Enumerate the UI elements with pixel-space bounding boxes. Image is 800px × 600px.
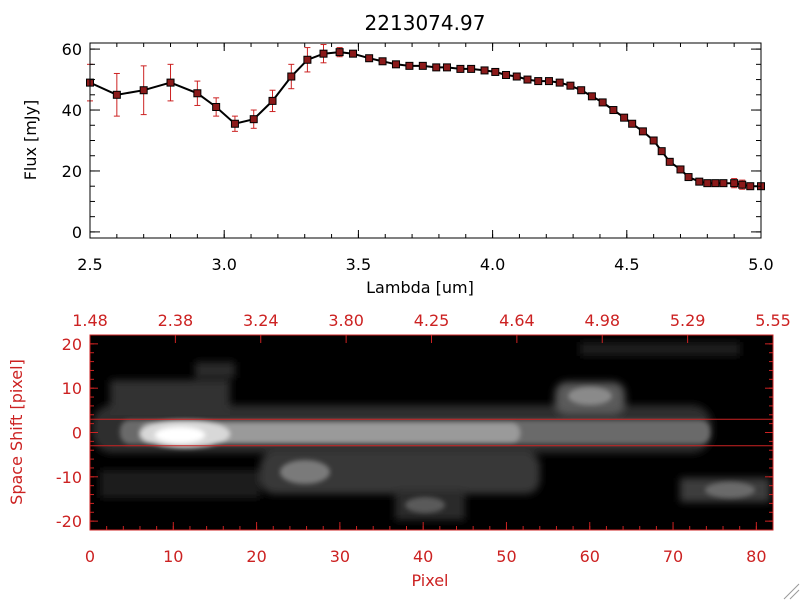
spectrum-ytick-label: 20 bbox=[62, 162, 82, 181]
spectrum-point bbox=[598, 98, 607, 107]
image-top-axis-label: 4.64 bbox=[499, 311, 535, 330]
spectrum-point bbox=[193, 89, 202, 98]
spectrum-point bbox=[139, 86, 148, 95]
spectrum-point bbox=[566, 81, 575, 90]
image-top-axis-label: 5.55 bbox=[755, 311, 791, 330]
spectrum-xtick-label: 2.5 bbox=[77, 255, 102, 274]
spectrum-frame bbox=[89, 42, 762, 239]
image-top-axis-label: 1.48 bbox=[72, 311, 108, 330]
spectrum-xtick-label: 3.5 bbox=[346, 255, 371, 274]
spectrum-point bbox=[703, 179, 712, 188]
spectrum-point bbox=[657, 147, 666, 156]
spectrum-point bbox=[166, 78, 175, 87]
spectrum-point bbox=[555, 78, 564, 87]
spectrum-xlabel: Lambda [um] bbox=[366, 278, 474, 297]
image-xtick-label: 60 bbox=[580, 547, 600, 566]
image-xtick-label: 10 bbox=[163, 547, 183, 566]
image-ytick-label: 20 bbox=[62, 335, 82, 354]
image-ylabel: Space Shift [pixel] bbox=[7, 359, 26, 505]
spectrum-point bbox=[467, 64, 476, 73]
spectrum-ytick-label: 40 bbox=[62, 101, 82, 120]
spectrum-axes: 2.5 3.0 3.5 4.0 4.5 5.0 0 20 40 60 bbox=[62, 40, 774, 274]
spectrum-point bbox=[730, 179, 739, 188]
spectrum-point bbox=[609, 106, 618, 115]
spectrum-xtick-label: 4.0 bbox=[480, 255, 505, 274]
spectrum-point bbox=[405, 61, 414, 70]
spectrum-point bbox=[649, 136, 658, 145]
spectrum-point bbox=[746, 182, 755, 191]
spectrum-title: 2213074.97 bbox=[365, 11, 486, 35]
spectrum-point bbox=[378, 57, 387, 66]
spectrum-point bbox=[577, 86, 586, 95]
spectrum-point bbox=[303, 55, 312, 64]
spectrum-point bbox=[512, 72, 521, 81]
spectrum-point bbox=[502, 70, 511, 79]
spectrum-series bbox=[86, 44, 765, 191]
spectrum-point bbox=[268, 96, 277, 105]
extraction-lines bbox=[90, 418, 773, 447]
image-plot: 0 10 20 30 40 50 60 70 80 -20 -10 0 10 20 1.48 2.38 3.24… bbox=[7, 311, 791, 590]
spectrum-point bbox=[480, 66, 489, 75]
image-ytick-label: -20 bbox=[56, 512, 82, 531]
spectrum-point bbox=[534, 77, 543, 86]
spectrum-point bbox=[391, 60, 400, 69]
spectrum-point bbox=[628, 119, 637, 128]
spectrum-point bbox=[349, 49, 358, 58]
spectrum-point bbox=[491, 67, 500, 76]
spectrum-point bbox=[719, 179, 728, 188]
spectrum-point bbox=[738, 180, 747, 189]
image-xtick-label: 70 bbox=[663, 547, 683, 566]
spectrum-xtick-label: 5.0 bbox=[748, 255, 773, 274]
image-top-axis-label: 4.25 bbox=[414, 311, 450, 330]
spectrum-xtick-label: 4.5 bbox=[614, 255, 639, 274]
image-ytick-label: 0 bbox=[72, 424, 82, 443]
spectrum-point bbox=[319, 49, 328, 58]
resize-grip-icon[interactable] bbox=[783, 583, 800, 600]
spectrum-point bbox=[587, 92, 596, 101]
spectrum-point bbox=[665, 157, 674, 166]
spectrum-point bbox=[432, 63, 441, 72]
spectrum-point bbox=[711, 179, 720, 188]
spectrum-point bbox=[523, 75, 532, 84]
spectrum-point bbox=[620, 113, 629, 122]
spectrum-point bbox=[456, 64, 465, 73]
spectrum-point bbox=[230, 119, 239, 128]
spectrum-point bbox=[335, 48, 344, 57]
image-top-axis-label: 4.98 bbox=[584, 311, 620, 330]
spectrum-point bbox=[442, 63, 451, 72]
spectrum-point bbox=[365, 54, 374, 63]
spectrum-point bbox=[249, 115, 258, 124]
image-top-axis-label: 3.80 bbox=[328, 311, 364, 330]
spectrum-point bbox=[212, 102, 221, 111]
spectrum-point bbox=[418, 61, 427, 70]
image-axes: 0 10 20 30 40 50 60 70 80 -20 -10 0 10 20 1.48 2.38 3.24… bbox=[56, 311, 791, 566]
image-top-axis-label: 2.38 bbox=[158, 311, 194, 330]
spectrum-point bbox=[544, 77, 553, 86]
spectrum-xtick-label: 3.0 bbox=[211, 255, 236, 274]
spectrum-ytick-label: 0 bbox=[72, 223, 82, 242]
image-ytick-label: 10 bbox=[62, 379, 82, 398]
spectrum-point bbox=[676, 165, 685, 174]
spectrum-point bbox=[112, 90, 121, 99]
image-xtick-label: 0 bbox=[85, 547, 95, 566]
image-ytick-label: -10 bbox=[56, 468, 82, 487]
image-xlabel: Pixel bbox=[411, 571, 448, 590]
spectrum-point bbox=[638, 127, 647, 136]
image-xtick-label: 50 bbox=[496, 547, 516, 566]
spectrum-point bbox=[287, 72, 296, 81]
spectrum-point bbox=[695, 177, 704, 186]
spectrum-plot: 2213074.97 2.5 3.0 3.5 4.0 4.5 5.0 0 20 40 60 Lam… bbox=[21, 11, 774, 297]
image-xtick-label: 20 bbox=[246, 547, 266, 566]
image-xtick-label: 40 bbox=[413, 547, 433, 566]
image-top-axis-label: 5.29 bbox=[670, 311, 706, 330]
image-top-axis-label: 3.24 bbox=[243, 311, 279, 330]
image-xtick-label: 80 bbox=[746, 547, 766, 566]
spectrum-ytick-label: 60 bbox=[62, 40, 82, 59]
spectral-image bbox=[92, 342, 770, 520]
spectrum-point bbox=[684, 173, 693, 182]
image-xtick-label: 30 bbox=[330, 547, 350, 566]
spectrum-ylabel: Flux [mJy] bbox=[21, 100, 40, 181]
spectrum-line bbox=[89, 51, 761, 188]
